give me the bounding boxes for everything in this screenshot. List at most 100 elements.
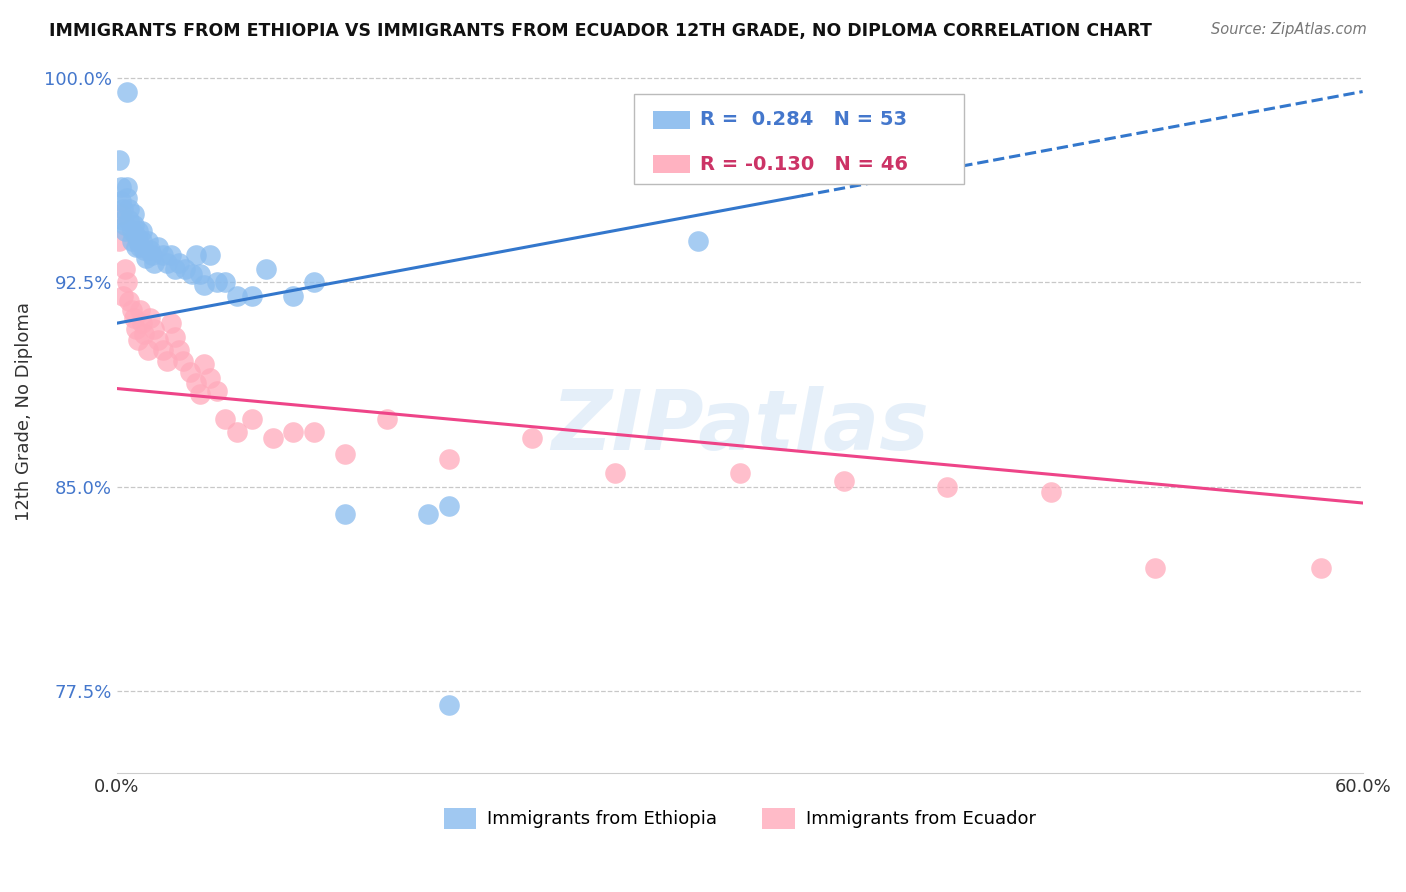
Text: R = -0.130   N = 46: R = -0.130 N = 46 <box>700 154 908 174</box>
Point <box>262 431 284 445</box>
FancyBboxPatch shape <box>652 111 690 129</box>
Point <box>131 223 153 237</box>
Point <box>136 235 159 249</box>
Point <box>114 218 136 232</box>
Point <box>118 212 141 227</box>
Point <box>437 452 460 467</box>
Point <box>143 256 166 270</box>
Point <box>437 499 460 513</box>
Point <box>127 223 149 237</box>
Point <box>117 191 139 205</box>
Point <box>214 275 236 289</box>
Point <box>110 194 132 208</box>
Point <box>605 466 627 480</box>
Point <box>184 248 207 262</box>
Point <box>214 411 236 425</box>
Text: ZIPatlas: ZIPatlas <box>551 385 929 467</box>
Point <box>112 202 135 216</box>
Point <box>110 207 132 221</box>
Point <box>112 212 135 227</box>
Point <box>114 223 136 237</box>
Point <box>148 240 170 254</box>
Point <box>131 316 153 330</box>
Point <box>200 370 222 384</box>
Point <box>131 235 153 249</box>
Point <box>335 447 357 461</box>
Point <box>226 289 249 303</box>
Point <box>135 251 157 265</box>
Point <box>122 207 145 221</box>
Point <box>122 218 145 232</box>
Point <box>124 321 146 335</box>
Point <box>108 153 131 167</box>
Point <box>108 235 131 249</box>
Point <box>188 387 211 401</box>
Point <box>124 240 146 254</box>
Point <box>141 248 163 262</box>
Point <box>122 310 145 325</box>
Point <box>188 267 211 281</box>
Point <box>167 256 190 270</box>
Point <box>165 261 187 276</box>
Point <box>335 507 357 521</box>
Point <box>112 289 135 303</box>
Point <box>121 223 143 237</box>
Point <box>136 343 159 358</box>
Point <box>302 425 325 439</box>
Text: R =  0.284   N = 53: R = 0.284 N = 53 <box>700 111 907 129</box>
Point <box>118 202 141 216</box>
Point <box>121 235 143 249</box>
Point <box>139 243 162 257</box>
Point <box>139 310 162 325</box>
Point <box>302 275 325 289</box>
Point <box>1040 485 1063 500</box>
Text: IMMIGRANTS FROM ETHIOPIA VS IMMIGRANTS FROM ECUADOR 12TH GRADE, NO DIPLOMA CORRE: IMMIGRANTS FROM ETHIOPIA VS IMMIGRANTS F… <box>49 22 1152 40</box>
Point <box>226 425 249 439</box>
Point <box>117 85 139 99</box>
Point <box>117 180 139 194</box>
Point <box>167 343 190 358</box>
Point <box>283 425 305 439</box>
Point <box>375 411 398 425</box>
FancyBboxPatch shape <box>634 94 965 185</box>
Point <box>256 261 278 276</box>
FancyBboxPatch shape <box>652 154 690 173</box>
Point <box>127 235 149 249</box>
Point <box>205 275 228 289</box>
Point <box>156 256 179 270</box>
Point <box>132 243 155 257</box>
Point <box>1310 561 1333 575</box>
Point <box>936 480 959 494</box>
Point <box>193 278 215 293</box>
Point <box>688 235 710 249</box>
Point <box>152 248 174 262</box>
Point <box>127 333 149 347</box>
Point <box>156 354 179 368</box>
Point <box>118 294 141 309</box>
Point <box>240 289 263 303</box>
Point <box>124 229 146 244</box>
Point <box>132 327 155 342</box>
Text: Source: ZipAtlas.com: Source: ZipAtlas.com <box>1211 22 1367 37</box>
Point <box>128 302 150 317</box>
Point <box>1143 561 1166 575</box>
Point <box>184 376 207 390</box>
Point <box>114 261 136 276</box>
Point <box>728 466 751 480</box>
Point <box>832 474 855 488</box>
Point <box>522 431 544 445</box>
Point <box>110 180 132 194</box>
Point <box>148 333 170 347</box>
Point <box>121 302 143 317</box>
Point <box>160 316 183 330</box>
Point <box>437 698 460 712</box>
Point <box>165 330 187 344</box>
Point <box>200 248 222 262</box>
Point <box>179 365 201 379</box>
Point <box>152 343 174 358</box>
Point <box>283 289 305 303</box>
Point <box>143 321 166 335</box>
Point <box>128 240 150 254</box>
Point <box>418 507 440 521</box>
Point <box>193 357 215 371</box>
